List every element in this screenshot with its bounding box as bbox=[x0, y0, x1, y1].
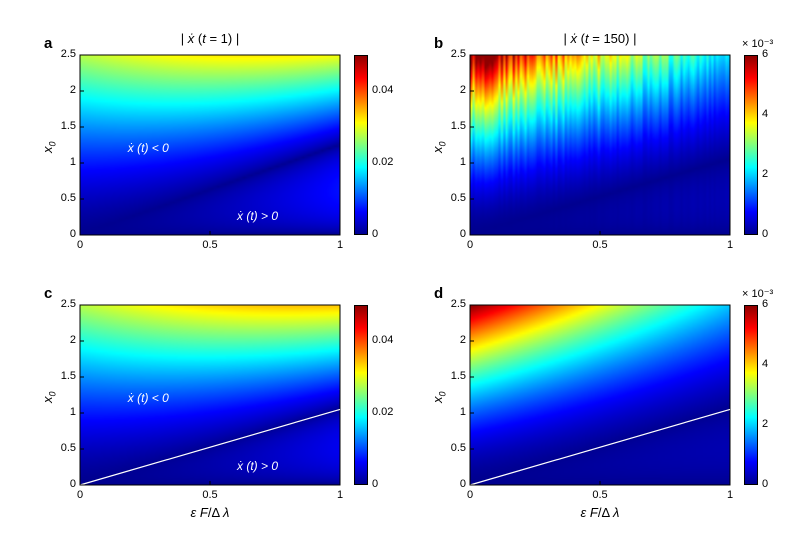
xtick: 0.5 bbox=[590, 489, 610, 501]
cbar-tick: 4 bbox=[762, 108, 768, 120]
ylabel-b: x0 bbox=[430, 141, 448, 153]
annotation: ẋ (t) > 0 bbox=[237, 459, 278, 473]
ytick: 2 bbox=[50, 84, 76, 96]
ytick: 2 bbox=[440, 334, 466, 346]
ytick: 2.5 bbox=[50, 298, 76, 310]
zero-line-c bbox=[80, 409, 340, 485]
xtick: 0.5 bbox=[200, 489, 220, 501]
ytick: 0 bbox=[50, 478, 76, 490]
annotation: ẋ (t) < 0 bbox=[128, 141, 169, 155]
xtick: 1 bbox=[720, 239, 740, 251]
cbar-tick: 2 bbox=[762, 168, 768, 180]
xtick: 0 bbox=[460, 239, 480, 251]
panel-label-c: c bbox=[44, 285, 52, 302]
panel-label-b: b bbox=[434, 35, 443, 52]
ytick: 0 bbox=[440, 478, 466, 490]
colorbar-c bbox=[354, 305, 368, 485]
xtick: 1 bbox=[720, 489, 740, 501]
ytick: 1.5 bbox=[50, 120, 76, 132]
cbar-tick: 0.04 bbox=[372, 84, 393, 96]
annotation: ẋ (t) < 0 bbox=[128, 391, 169, 405]
axes-b bbox=[470, 55, 730, 235]
axes-d bbox=[470, 305, 730, 485]
ytick: 1 bbox=[50, 156, 76, 168]
cbar-exp-b: × 10⁻³ bbox=[742, 37, 773, 50]
zero-line-d bbox=[470, 409, 730, 485]
xtick: 0.5 bbox=[200, 239, 220, 251]
axes-a bbox=[80, 55, 340, 235]
cbar-tick: 0 bbox=[372, 228, 378, 240]
ytick: 2 bbox=[440, 84, 466, 96]
xtick: 0 bbox=[70, 239, 90, 251]
cbar-tick: 0.02 bbox=[372, 406, 393, 418]
ytick: 0.5 bbox=[50, 442, 76, 454]
ytick: 2.5 bbox=[440, 48, 466, 60]
colorbar-a bbox=[354, 55, 368, 235]
figure-root: 0 0.5 1 0 0.5 1 1.5 2 2.5 0 0.02 0.04 ẋ (t) < 0 ẋ (t)… bbox=[0, 0, 808, 539]
ylabel-c: x0 bbox=[40, 391, 58, 403]
xtick: 1 bbox=[330, 239, 350, 251]
ylabel-a: x0 bbox=[40, 141, 58, 153]
ytick: 2.5 bbox=[440, 298, 466, 310]
annotation: ẋ (t) > 0 bbox=[237, 209, 278, 223]
panel-label-a: a bbox=[44, 35, 52, 52]
ytick: 1 bbox=[440, 406, 466, 418]
cbar-tick: 0.02 bbox=[372, 156, 393, 168]
ytick: 2.5 bbox=[50, 48, 76, 60]
ytick: 0.5 bbox=[440, 192, 466, 204]
cbar-tick: 0.04 bbox=[372, 334, 393, 346]
xlabel-d: ε F/Δ λ bbox=[470, 505, 730, 520]
panel-label-d: d bbox=[434, 285, 443, 302]
ytick: 1 bbox=[440, 156, 466, 168]
colorbar-d bbox=[744, 305, 758, 485]
cbar-tick: 0 bbox=[372, 478, 378, 490]
xtick: 0.5 bbox=[590, 239, 610, 251]
xtick: 0 bbox=[460, 489, 480, 501]
axes-c bbox=[80, 305, 340, 485]
ytick: 1 bbox=[50, 406, 76, 418]
cbar-tick: 2 bbox=[762, 418, 768, 430]
ytick: 0.5 bbox=[50, 192, 76, 204]
colorbar-b bbox=[744, 55, 758, 235]
ytick: 1.5 bbox=[50, 370, 76, 382]
ytick: 2 bbox=[50, 334, 76, 346]
cbar-exp-d: × 10⁻³ bbox=[742, 287, 773, 300]
xtick: 1 bbox=[330, 489, 350, 501]
xtick: 0 bbox=[70, 489, 90, 501]
ytick: 1.5 bbox=[440, 120, 466, 132]
title-b: | ẋ (t = 150) | bbox=[470, 31, 730, 46]
ytick: 1.5 bbox=[440, 370, 466, 382]
ytick: 0.5 bbox=[440, 442, 466, 454]
ytick: 0 bbox=[440, 228, 466, 240]
cbar-tick: 0 bbox=[762, 478, 768, 490]
ylabel-d: x0 bbox=[430, 391, 448, 403]
xlabel-c: ε F/Δ λ bbox=[80, 505, 340, 520]
ytick: 0 bbox=[50, 228, 76, 240]
cbar-tick: 0 bbox=[762, 228, 768, 240]
cbar-tick: 4 bbox=[762, 358, 768, 370]
title-a: | ẋ (t = 1) | bbox=[80, 31, 340, 46]
